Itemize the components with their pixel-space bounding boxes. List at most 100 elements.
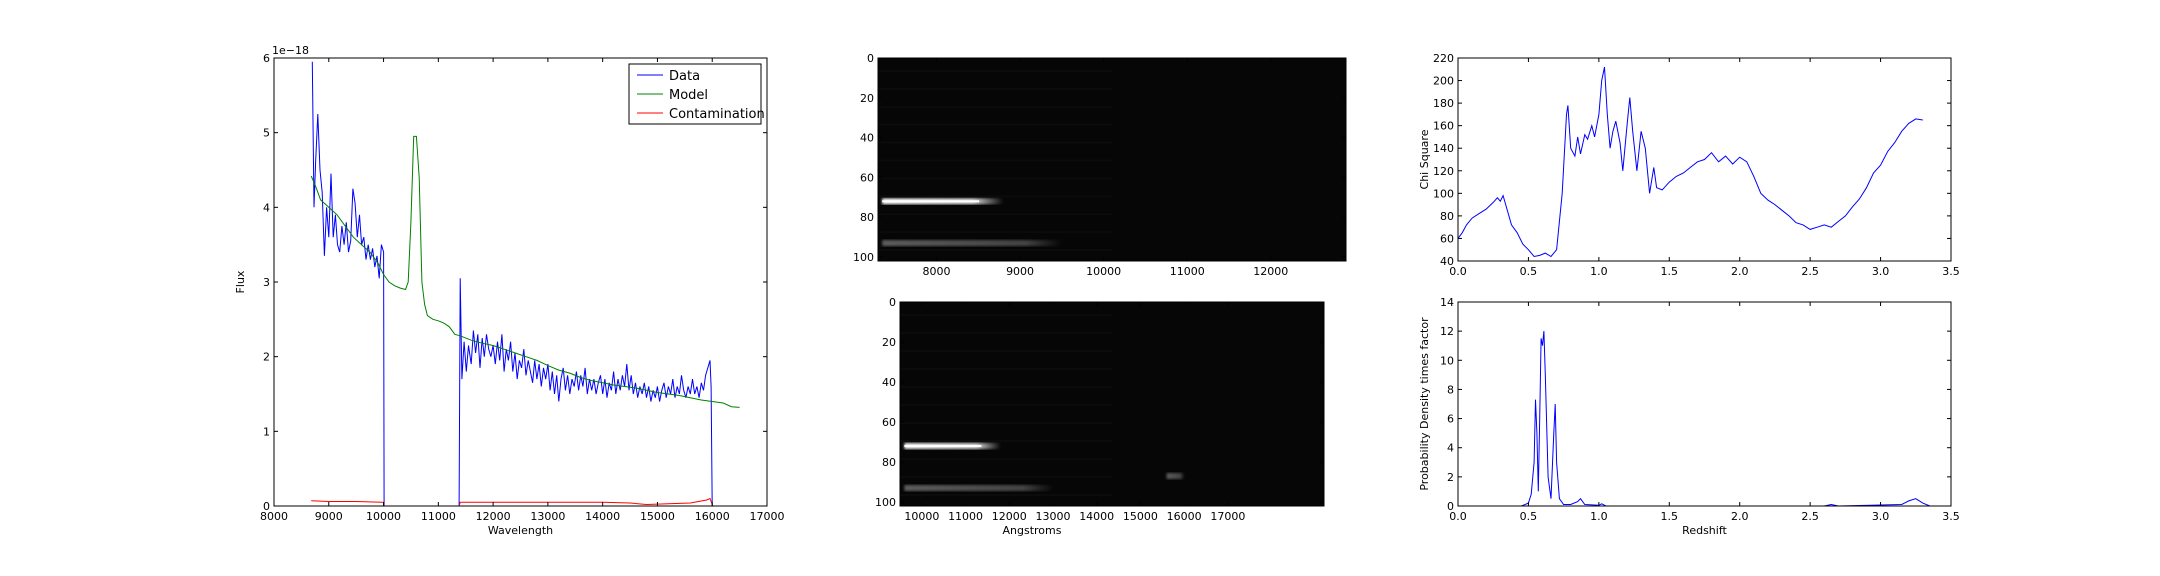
image-bottom-ytick-label: 20	[882, 336, 896, 349]
spectrum-series-group	[310, 61, 740, 506]
spectrum-legend: Data Model Contamination	[628, 63, 765, 125]
image-bottom-noise-band	[900, 368, 1112, 370]
chi-square-xtick-label: 1.0	[1590, 265, 1608, 278]
image-bottom-noise-band	[900, 494, 1112, 496]
probability-ylabel: Probability Density times factor	[1418, 317, 1431, 491]
spectrum-xtick-label: 15000	[640, 510, 675, 523]
image-bottom-noise-band	[900, 476, 1112, 478]
image-top-xtick-label: 11000	[1170, 265, 1205, 278]
image-top-noise-band	[878, 231, 1112, 233]
probability-xtick-label: 2.5	[1801, 510, 1819, 523]
image-bottom-noise-band	[900, 404, 1112, 406]
spectrum-xtick-label: 13000	[530, 510, 565, 523]
image-top-noise-band	[878, 195, 1112, 197]
image-bottom-spectrum-trace	[1166, 473, 1185, 479]
probability-xtick-label: 3.5	[1942, 510, 1960, 523]
image-bottom-xtick-label: 15000	[1123, 510, 1158, 523]
chi-square-xtick-label: 3.0	[1872, 265, 1890, 278]
image-top-xtick-label: 10000	[1086, 265, 1121, 278]
spectrum-xtick-label: 17000	[750, 510, 785, 523]
spectrum-ytick-label: 1	[263, 425, 270, 438]
image-bottom-noise-band	[900, 332, 1112, 334]
spectrum-ytick-label: 0	[263, 500, 270, 513]
spectrum-xtick-label: 14000	[585, 510, 620, 523]
image-top-frame	[877, 57, 1347, 262]
chi-square-ytick-label: 140	[1433, 142, 1454, 155]
image-top-ytick-label: 80	[860, 211, 874, 224]
probability-xtick-label: 1.0	[1590, 510, 1608, 523]
chi-square-xtick-label: 1.5	[1661, 265, 1679, 278]
chi-square-ytick-label: 60	[1440, 232, 1454, 245]
probability-ytick-label: 6	[1447, 413, 1454, 426]
spectrum-ytick-label: 5	[263, 127, 270, 140]
image-top-ytick-label: 60	[860, 171, 874, 184]
image-bottom-spectrum-core	[904, 445, 982, 447]
chi-square-ytick-label: 200	[1433, 75, 1454, 88]
spectrum-xtick-label: 12000	[476, 510, 511, 523]
spectrum-series-model	[310, 135, 740, 408]
chi-square-xtick-label: 3.5	[1942, 265, 1960, 278]
probability-xtick-label: 1.5	[1661, 510, 1679, 523]
probability-chart: 0.0 0.5 1.0 1.5 2.0 2.5 3.0 3.5 0 2 4 6 8 10 12 14 Redsh…	[1418, 296, 1960, 537]
image-bottom-xtick-label: 14000	[1079, 510, 1114, 523]
image-top-noise-band	[878, 106, 1112, 108]
chi-square-xtick-label: 2.0	[1731, 265, 1749, 278]
probability-xtick-label: 0.0	[1449, 510, 1467, 523]
image-bottom-noise-band	[900, 458, 1112, 460]
chi-square-ytick-label: 120	[1433, 165, 1454, 178]
image-top-noise-band	[878, 177, 1112, 179]
probability-ytick-label: 0	[1447, 500, 1454, 513]
probability-series-group	[1458, 331, 1931, 506]
image-bottom-xtick-label: 12000	[992, 510, 1027, 523]
image-bottom-ytick-label: 60	[882, 416, 896, 429]
chi-square-ytick-label: 220	[1433, 52, 1454, 65]
image-top-spectrum-core	[882, 200, 980, 203]
chi-square-frame	[1457, 57, 1952, 262]
spectrum-xlabel: Wavelength	[488, 524, 553, 537]
chi-square-chart: 0.0 0.5 1.0 1.5 2.0 2.5 3.0 3.5 40 60 80 100 120 140 1…	[1418, 52, 1960, 278]
image-top-image-bg	[878, 58, 1346, 261]
image-bottom-noise-band	[900, 314, 1112, 316]
image-top-xtick-label: 9000	[1006, 265, 1034, 278]
image-top-noise-band	[878, 70, 1112, 72]
image-bottom-xtick-label: 17000	[1210, 510, 1245, 523]
spectrum-legend-entry: Model	[669, 88, 708, 103]
spectrum-legend-entry: Contamination	[669, 107, 765, 122]
image-top-chart: 8000 9000 10000 11000 12000 0 20 40 60 80 100	[853, 52, 1347, 278]
image-bottom-chart: 10000 11000 12000 13000 14000 15000 16000 17000…	[875, 296, 1325, 537]
spectrum-ytick-label: 2	[263, 351, 270, 364]
probability-ytick-label: 10	[1440, 354, 1454, 367]
probability-ytick-label: 8	[1447, 383, 1454, 396]
chi-square-series-group	[1458, 66, 1923, 258]
chi-square-ytick-label: 100	[1433, 187, 1454, 200]
chi-square-ytick-label: 40	[1440, 255, 1454, 268]
image-bottom-xtick-label: 13000	[1035, 510, 1070, 523]
image-top-xtick-label: 12000	[1253, 265, 1288, 278]
spectrum-legend-entry: Data	[669, 69, 700, 84]
chi-square-xtick-label: 0.0	[1449, 265, 1467, 278]
probability-plot-area	[1458, 302, 1951, 506]
spectrum-xtick-label: 16000	[695, 510, 730, 523]
spectrum-chart: 8000 9000 10000 11000 12000 13000 14000 15000 16…	[234, 44, 785, 537]
chi-square-xtick-label: 2.5	[1801, 265, 1819, 278]
image-top-noise-band	[878, 124, 1112, 126]
image-top-ytick-label: 0	[867, 52, 874, 65]
image-bottom-xtick-label: 11000	[948, 510, 983, 523]
image-top-noise-band	[878, 249, 1112, 251]
image-bottom-ytick-label: 0	[889, 296, 896, 309]
probability-xtick-label: 0.5	[1520, 510, 1538, 523]
image-bottom-xlabel: Angstroms	[1003, 524, 1062, 537]
chi-square-ytick-label: 160	[1433, 120, 1454, 133]
image-bottom-ytick-label: 40	[882, 376, 896, 389]
chi-square-ylabel: Chi Square	[1418, 129, 1431, 189]
image-bottom-image-bg	[900, 302, 1324, 506]
image-bottom-ytick-label: 80	[882, 456, 896, 469]
probability-xtick-label: 3.0	[1872, 510, 1890, 523]
image-bottom-noise-band	[900, 440, 1112, 442]
spectrum-xtick-label: 9000	[315, 510, 343, 523]
image-top-ytick-label: 100	[853, 251, 874, 264]
image-bottom-noise-band	[900, 386, 1112, 388]
spectrum-xtick-label: 8000	[260, 510, 288, 523]
image-bottom-frame	[899, 301, 1325, 507]
spectrum-ytick-label: 3	[263, 276, 270, 289]
